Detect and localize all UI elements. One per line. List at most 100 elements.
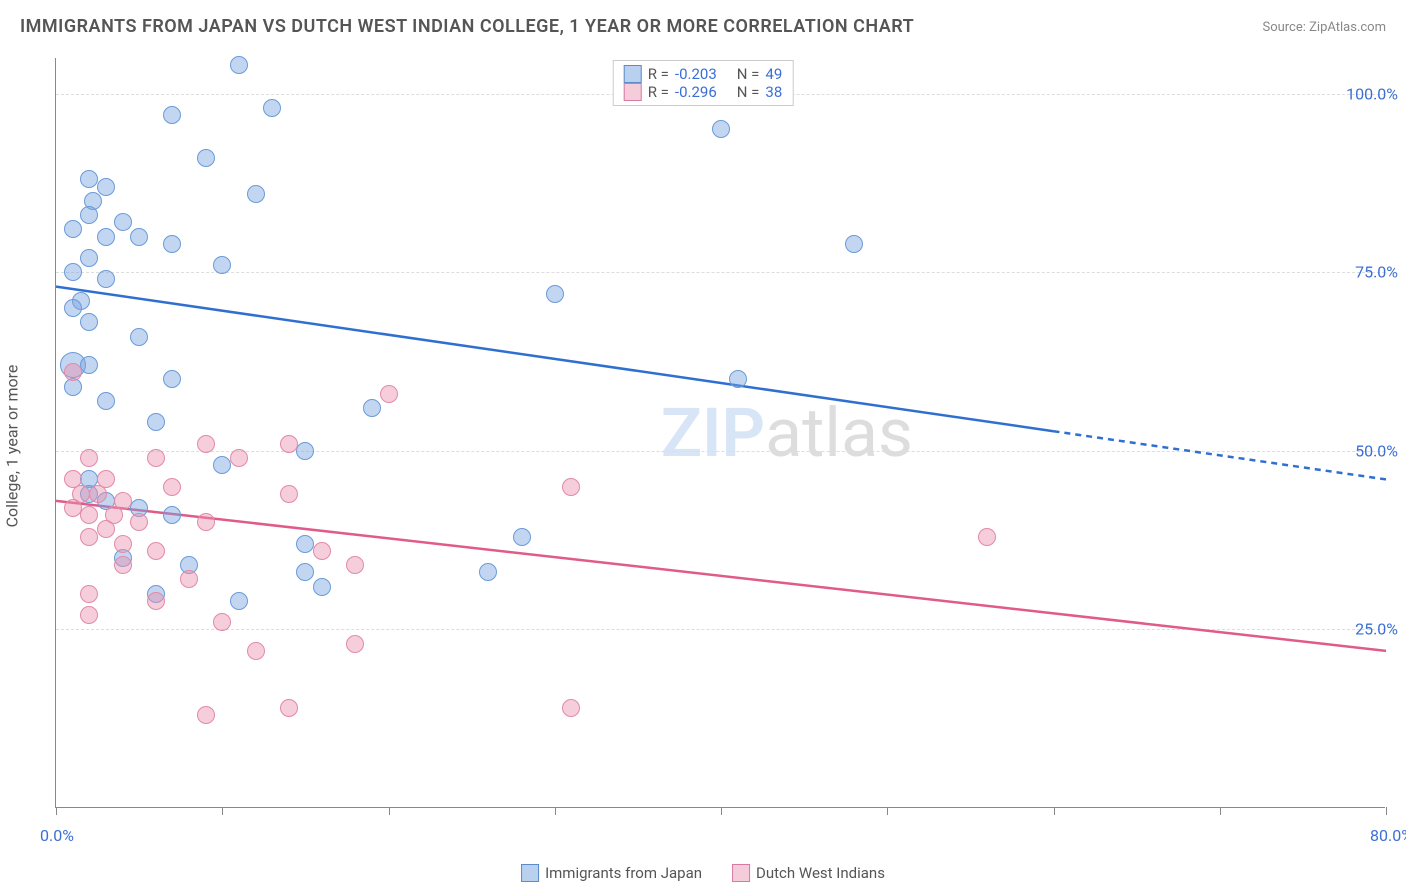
- data-point: [147, 449, 165, 467]
- chart-title: IMMIGRANTS FROM JAPAN VS DUTCH WEST INDI…: [20, 16, 914, 37]
- data-point: [213, 613, 231, 631]
- data-point: [197, 513, 215, 531]
- gridline-h: [56, 451, 1385, 452]
- data-point: [280, 485, 298, 503]
- y-tick-label: 100.0%: [1346, 84, 1398, 103]
- legend-swatch: [624, 65, 642, 83]
- data-point: [296, 563, 314, 581]
- data-point: [163, 506, 181, 524]
- data-point: [80, 585, 98, 603]
- legend-series-item: Immigrants from Japan: [521, 864, 702, 882]
- data-point: [64, 299, 82, 317]
- legend-series-label: Dutch West Indians: [756, 864, 885, 882]
- data-point: [130, 328, 148, 346]
- data-point: [163, 370, 181, 388]
- data-point: [180, 570, 198, 588]
- watermark-zip: ZIP: [661, 393, 765, 473]
- legend-swatch: [624, 83, 642, 101]
- data-point: [97, 178, 115, 196]
- data-point: [80, 606, 98, 624]
- legend-r-value: -0.203: [675, 65, 717, 83]
- data-point: [380, 385, 398, 403]
- legend-swatch: [732, 864, 750, 882]
- data-point: [546, 285, 564, 303]
- data-point: [80, 449, 98, 467]
- y-tick-label: 50.0%: [1355, 441, 1398, 460]
- data-point: [296, 535, 314, 553]
- legend-n-value: 49: [765, 65, 782, 83]
- data-point: [64, 220, 82, 238]
- data-point: [197, 706, 215, 724]
- data-point: [346, 556, 364, 574]
- x-tick: [56, 807, 57, 815]
- x-tick: [1220, 807, 1221, 815]
- x-tick: [1054, 807, 1055, 815]
- data-point: [230, 592, 248, 610]
- watermark: ZIPatlas: [661, 393, 913, 473]
- data-point: [513, 528, 531, 546]
- plot-area: ZIPatlas: [55, 58, 1385, 808]
- legend-swatch: [521, 864, 539, 882]
- data-point: [845, 235, 863, 253]
- data-point: [712, 120, 730, 138]
- data-point: [163, 235, 181, 253]
- legend-correlation-row: R = -0.203 N = 49: [624, 65, 783, 83]
- data-point: [114, 535, 132, 553]
- y-axis-label: College, 1 year or more: [3, 365, 22, 528]
- data-point: [313, 542, 331, 560]
- x-tick: [389, 807, 390, 815]
- data-point: [97, 228, 115, 246]
- x-tick-label: 80.0%: [1370, 826, 1406, 845]
- data-point: [363, 399, 381, 417]
- data-point: [280, 699, 298, 717]
- data-point: [147, 592, 165, 610]
- legend-series-item: Dutch West Indians: [732, 864, 885, 882]
- data-point: [114, 556, 132, 574]
- legend-series: Immigrants from Japan Dutch West Indians: [521, 864, 885, 882]
- data-point: [97, 270, 115, 288]
- data-point: [280, 435, 298, 453]
- data-point: [64, 363, 82, 381]
- x-tick: [555, 807, 556, 815]
- y-tick-label: 75.0%: [1355, 263, 1398, 282]
- data-point: [197, 149, 215, 167]
- x-tick: [1386, 807, 1387, 815]
- data-point: [247, 642, 265, 660]
- legend-r-value: -0.296: [675, 83, 717, 101]
- data-point: [89, 485, 107, 503]
- data-point: [213, 256, 231, 274]
- legend-correlation-row: R =-0.296N =38: [624, 83, 783, 101]
- data-point: [97, 392, 115, 410]
- data-point: [729, 370, 747, 388]
- data-point: [479, 563, 497, 581]
- data-point: [978, 528, 996, 546]
- legend-r-label: R =: [648, 65, 669, 83]
- data-point: [80, 528, 98, 546]
- data-point: [97, 520, 115, 538]
- data-point: [147, 542, 165, 560]
- data-point: [263, 99, 281, 117]
- data-point: [296, 442, 314, 460]
- x-tick: [222, 807, 223, 815]
- data-point: [80, 206, 98, 224]
- data-point: [64, 263, 82, 281]
- legend-n-label: N =: [737, 65, 760, 83]
- gridline-h: [56, 272, 1385, 273]
- data-point: [80, 249, 98, 267]
- gridline-h: [56, 629, 1385, 630]
- data-point: [213, 456, 231, 474]
- data-point: [80, 356, 98, 374]
- source-label: Source: ZipAtlas.com: [1262, 20, 1386, 35]
- chart-container: IMMIGRANTS FROM JAPAN VS DUTCH WEST INDI…: [0, 0, 1406, 892]
- x-tick: [887, 807, 888, 815]
- data-point: [130, 513, 148, 531]
- data-point: [130, 228, 148, 246]
- legend-r-label: R =: [648, 83, 669, 101]
- trend-lines: [56, 58, 1386, 808]
- data-point: [114, 213, 132, 231]
- data-point: [197, 435, 215, 453]
- data-point: [64, 499, 82, 517]
- legend-correlation: R =-0.203N =49R =-0.296N =38: [613, 60, 794, 106]
- data-point: [230, 449, 248, 467]
- data-point: [230, 56, 248, 74]
